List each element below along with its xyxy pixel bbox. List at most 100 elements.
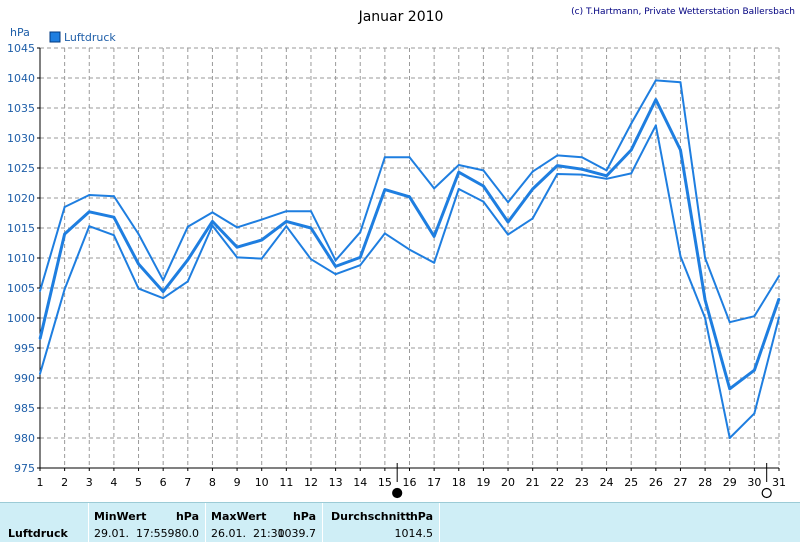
x-tick-label: 23	[575, 476, 589, 489]
series-line-max	[39, 79, 780, 324]
data-point-max	[482, 169, 485, 172]
y-tick-label: 980	[14, 432, 35, 445]
data-point-max	[605, 169, 608, 172]
x-tick-label: 31	[772, 476, 786, 489]
y-tick-label: 1020	[7, 192, 35, 205]
data-point-max	[186, 225, 189, 228]
data-point-max	[654, 79, 657, 82]
x-tick-label: 22	[550, 476, 564, 489]
x-tick-label: 26	[649, 476, 663, 489]
data-point-max	[309, 210, 312, 213]
data-point-min	[605, 177, 608, 180]
data-point-min	[211, 224, 214, 227]
axis-markers	[392, 463, 772, 499]
y-tick-label: 1005	[7, 282, 35, 295]
data-point-min	[285, 225, 288, 228]
data-point-min	[334, 273, 337, 276]
min-value: 980.0	[167, 527, 200, 540]
stats-label-cell: Luftdruck	[0, 503, 89, 542]
x-tick-label: 21	[526, 476, 540, 489]
data-point-min	[457, 188, 460, 190]
data-point-max	[39, 290, 41, 292]
x-tick-label: 3	[86, 476, 93, 489]
stats-avg-cell: Durchschnitt hPa 1014.5	[323, 503, 440, 542]
x-tick-label: 14	[353, 476, 367, 489]
x-tick-label: 2	[61, 476, 68, 489]
data-point-max	[580, 156, 583, 159]
x-tick-label: 6	[160, 476, 167, 489]
chart-area: Januar 2010 (c) T.Hartmann, Private Wett…	[7, 7, 795, 499]
axes	[37, 47, 780, 471]
y-tick-label: 975	[14, 462, 35, 475]
data-point-mean	[580, 168, 583, 171]
data-point-max	[507, 201, 510, 204]
data-point-max	[704, 257, 707, 259]
data-point-min	[88, 225, 91, 228]
data-point-min	[556, 173, 559, 175]
data-point-min	[383, 232, 386, 235]
data-point-max	[408, 156, 411, 159]
y-tick-labels: 975 980 985 990 995 1000 1005 1010 1015 1020 1025 1…	[7, 42, 35, 475]
y-tick-label: 1000	[7, 312, 35, 325]
x-tick-label: 10	[255, 476, 269, 489]
x-tick-label: 30	[747, 476, 761, 489]
y-tick-label: 990	[14, 372, 35, 385]
data-point-min	[112, 234, 115, 237]
y-tick-label: 1040	[7, 72, 35, 85]
min-unit: hPa	[175, 510, 199, 523]
y-axis-unit: hPa	[10, 26, 30, 39]
data-point-min	[162, 297, 165, 300]
data-point-mean	[507, 221, 510, 223]
data-point-min	[679, 255, 682, 258]
data-point-max	[285, 210, 288, 213]
data-point-max	[137, 233, 140, 235]
data-point-max	[679, 81, 682, 84]
data-point-min	[236, 256, 239, 259]
data-point-max	[630, 122, 633, 125]
data-point-min	[728, 437, 731, 439]
data-point-min	[580, 173, 583, 176]
data-point-mean	[408, 195, 411, 198]
max-header: MaxWert	[211, 510, 267, 523]
data-point-max	[211, 211, 214, 214]
data-point-min	[63, 288, 66, 291]
data-point-max	[433, 187, 436, 190]
x-tick-label: 5	[135, 476, 142, 489]
data-point-mean	[383, 188, 386, 191]
x-tick-label: 7	[184, 476, 191, 489]
data-point-min	[654, 124, 657, 127]
y-tick-label: 1035	[7, 102, 35, 115]
stats-row-label: Luftdruck	[8, 527, 68, 540]
x-tick-label: 4	[110, 476, 117, 489]
data-point-mean	[778, 297, 780, 300]
data-point-mean	[285, 220, 288, 223]
data-point-max	[556, 154, 559, 157]
x-tick-label: 15	[378, 476, 392, 489]
y-tick-label: 985	[14, 402, 35, 415]
data-point-mean	[531, 188, 534, 190]
data-point-max	[383, 156, 386, 159]
max-unit: hPa	[292, 510, 316, 523]
legend-swatch	[49, 31, 61, 43]
data-point-min	[408, 248, 411, 251]
max-value: 1039.7	[277, 527, 317, 540]
data-point-max	[753, 315, 756, 318]
data-point-mean	[753, 369, 756, 372]
data-point-max	[63, 206, 66, 208]
data-point-mean	[359, 256, 362, 259]
x-tick-label: 27	[673, 476, 687, 489]
x-tick-label: 25	[624, 476, 638, 489]
data-point-max	[88, 194, 91, 196]
stats-min-cell: MinWert hPa 29.01. 17:55 980.0	[89, 503, 206, 542]
x-tick-label: 9	[234, 476, 241, 489]
min-header: MinWert	[94, 510, 147, 523]
data-point-min	[359, 264, 362, 267]
data-point-mean	[728, 387, 731, 390]
open-circle-marker	[761, 487, 772, 499]
y-tick-label: 1030	[7, 132, 35, 145]
data-point-max	[112, 195, 115, 198]
data-point-min	[433, 261, 436, 264]
x-tick-label: 1	[37, 476, 44, 489]
data-point-mean	[654, 98, 657, 101]
y-tick-label: 1025	[7, 162, 35, 175]
